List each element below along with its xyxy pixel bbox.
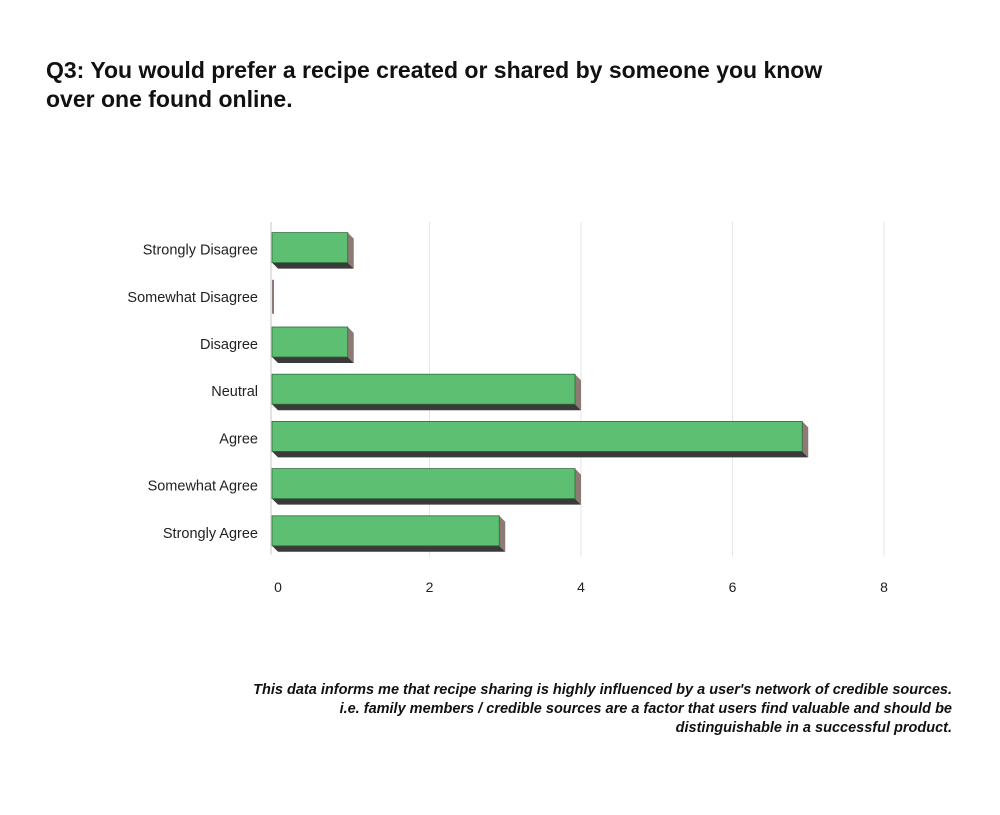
x-tick-label: 8 (880, 579, 888, 595)
bar-front-face (271, 420, 803, 452)
category-labels: Strongly Disagree Somewhat Disagree Disagr… (127, 243, 258, 542)
bar (271, 373, 581, 411)
x-tick-label: 2 (426, 579, 434, 595)
bar-bottom-face (272, 545, 506, 552)
category-label: Neutral (211, 384, 258, 400)
bar (271, 420, 809, 458)
category-label: Strongly Disagree (143, 243, 258, 259)
bar-side-face (802, 421, 809, 458)
bar-bottom-face (272, 498, 581, 505)
page-title: Q3: You would prefer a recipe created or… (46, 57, 823, 112)
bar-side-face (499, 515, 506, 552)
bar (271, 468, 581, 505)
bar-front-face (271, 326, 349, 358)
x-tick-label: 6 (729, 579, 737, 595)
bar (272, 279, 274, 314)
bar (271, 326, 354, 363)
x-tick-label: 4 (577, 579, 585, 595)
footnote: This data informs me that recipe sharing… (253, 682, 952, 736)
category-label: Somewhat Agree (148, 479, 258, 495)
bar-bottom-face (272, 451, 809, 458)
bar-front-face (271, 515, 500, 547)
bar-front-face (271, 373, 576, 405)
bar-bottom-face (272, 357, 354, 363)
category-label: Somewhat Disagree (127, 290, 258, 306)
bar-side-face (575, 468, 581, 505)
bar-bottom-face (272, 262, 354, 269)
bars (271, 232, 809, 552)
bar-bottom-face (272, 404, 581, 411)
category-label: Disagree (200, 337, 258, 353)
x-tick-labels: 0 2 4 6 8 (274, 579, 888, 595)
bar-front-face (271, 468, 576, 500)
bar-front-face (271, 232, 349, 264)
bar-side-face (347, 232, 354, 269)
bar-side-face (347, 327, 354, 363)
category-label: Strongly Agree (163, 526, 258, 542)
bar-side-face (575, 374, 581, 411)
x-tick-label: 0 (274, 579, 282, 595)
bar-edge (272, 279, 274, 314)
bar (271, 515, 506, 552)
category-label: Agree (219, 431, 258, 447)
bar (271, 232, 354, 269)
